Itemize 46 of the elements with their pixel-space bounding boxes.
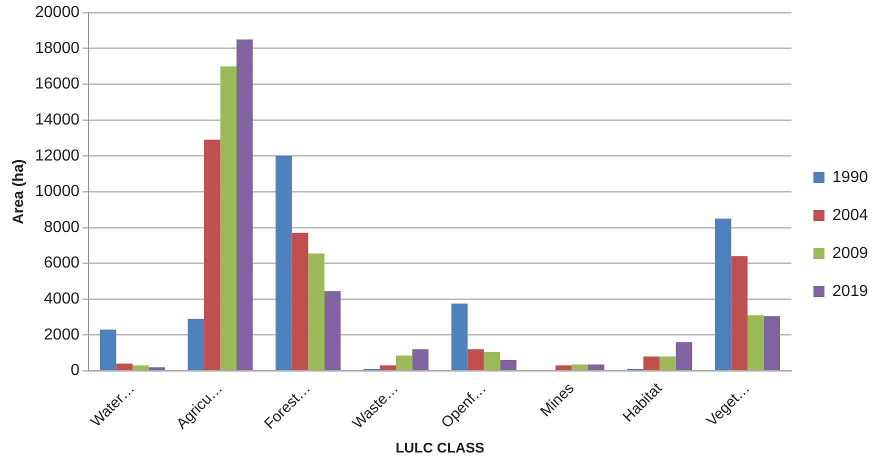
bar (660, 356, 676, 370)
bar (220, 66, 237, 370)
bar (643, 356, 660, 370)
legend-label: 2009 (832, 244, 868, 262)
x-axis-title: LULC CLASS (396, 439, 484, 456)
bar (236, 39, 253, 370)
y-tick-label: 14000 (34, 111, 80, 128)
bar (324, 291, 341, 370)
bar (276, 156, 292, 370)
bar (747, 315, 764, 370)
bar (468, 349, 484, 370)
bar (484, 352, 500, 370)
bar (204, 140, 220, 370)
bar (380, 365, 396, 370)
bar (116, 364, 132, 370)
bar (132, 365, 149, 370)
bar (148, 367, 165, 370)
bar (100, 330, 116, 370)
bar (451, 304, 468, 370)
y-tick-label: 12000 (34, 147, 80, 164)
bar (676, 342, 692, 370)
y-axis-title: Area (ha) (10, 159, 28, 224)
y-tick-label: 20000 (34, 4, 80, 22)
bar (396, 356, 412, 370)
bar (714, 218, 732, 370)
bar (764, 316, 780, 370)
legend-label: 2019 (832, 282, 868, 300)
y-tick-label: 16000 (34, 76, 80, 93)
bar (731, 256, 748, 370)
y-tick-label: 4000 (44, 290, 80, 308)
y-tick-label: 2000 (44, 326, 80, 344)
bar (412, 349, 429, 370)
y-tick-label: 0 (70, 362, 80, 380)
y-tick-label: 8000 (44, 218, 80, 236)
bar (308, 253, 324, 370)
y-tick-label: 18000 (34, 40, 80, 57)
legend-label: 2004 (832, 206, 868, 224)
bar (555, 365, 572, 370)
legend-label: 1990 (832, 168, 868, 186)
bar (500, 360, 516, 370)
bar (292, 232, 308, 370)
y-tick-label: 10000 (34, 183, 80, 200)
bar (188, 318, 204, 370)
bar (588, 364, 604, 370)
y-tick-label: 6000 (44, 254, 80, 272)
bar (572, 364, 588, 370)
